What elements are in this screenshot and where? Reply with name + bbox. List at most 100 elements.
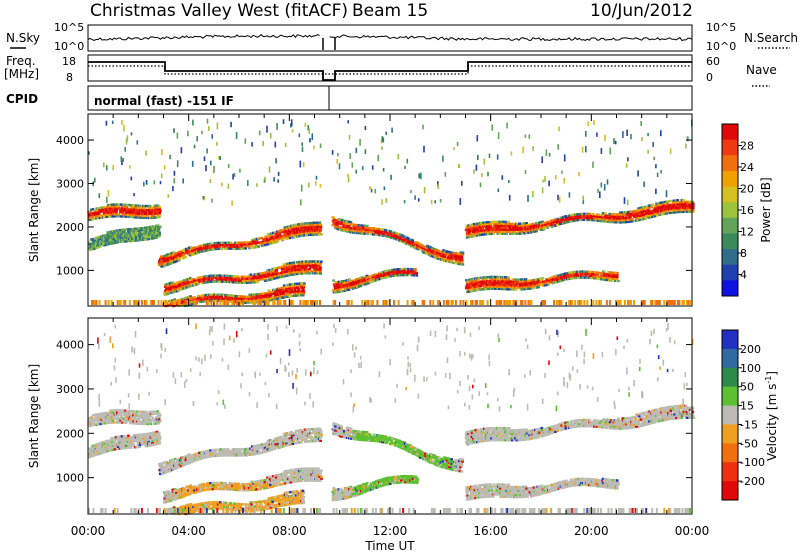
echo-cell <box>150 216 154 219</box>
echo-cell <box>609 271 613 274</box>
echo-cell <box>631 218 634 221</box>
echo-cell <box>473 287 477 290</box>
echo-cell <box>256 241 260 244</box>
echo-cell <box>493 228 497 231</box>
echo-cell <box>121 209 125 212</box>
echo-cell <box>170 259 173 263</box>
echo-cell <box>343 225 347 229</box>
echo-cell <box>274 294 277 297</box>
echo-cell <box>364 230 368 233</box>
echo-cell <box>536 223 540 227</box>
echo-cell <box>508 222 511 226</box>
echo-cell <box>339 222 343 226</box>
echo-cell <box>411 239 414 242</box>
echo-cell <box>318 231 321 234</box>
echo-cell <box>271 231 275 235</box>
echo-cell <box>155 234 159 237</box>
echo-cell <box>317 270 321 273</box>
echo-cell <box>114 211 118 214</box>
echo-cell <box>601 278 604 281</box>
echo-cell <box>527 225 531 228</box>
echo-cell <box>194 279 197 282</box>
echo-cell <box>284 235 287 239</box>
echo-cell <box>525 229 528 233</box>
echo-cell <box>285 287 288 291</box>
echo-cell <box>568 218 572 221</box>
echo-cell <box>340 221 344 224</box>
echo-cell <box>486 225 489 228</box>
echo-cell <box>183 281 186 284</box>
echo-cell <box>333 291 337 294</box>
echo-cell <box>203 281 207 284</box>
echo-cell <box>181 299 184 303</box>
echo-cell <box>502 224 505 227</box>
echo-cell <box>281 269 284 272</box>
echo-cell <box>298 228 302 232</box>
echo-cell <box>296 292 300 295</box>
echo-cell <box>597 213 601 217</box>
echo-cell <box>93 239 97 242</box>
echo-cell <box>256 293 259 296</box>
echo-cell <box>437 249 440 253</box>
echo-cell <box>603 274 606 277</box>
echo-cell <box>189 254 192 257</box>
echo-cell <box>335 286 338 290</box>
echo-cell <box>141 216 144 219</box>
echo-cell <box>106 231 109 234</box>
echo-cell <box>249 301 253 304</box>
echo-cell <box>182 287 185 290</box>
echo-cell <box>128 232 131 235</box>
echo-cell <box>110 209 114 212</box>
echo-cell <box>408 241 411 245</box>
echo-cell <box>158 208 162 211</box>
echo-cell <box>533 284 537 287</box>
echo-cell <box>392 233 395 236</box>
echo-cell <box>366 282 370 285</box>
echo-cell <box>468 278 471 282</box>
echo-cell <box>316 221 319 224</box>
echo-cell <box>509 286 512 289</box>
echo-cell <box>319 229 322 232</box>
echo-cell <box>401 234 404 238</box>
echo-cell <box>261 296 264 299</box>
echo-cell <box>200 294 204 297</box>
echo-cell <box>389 274 393 278</box>
echo-cell <box>262 292 266 295</box>
echo-cell <box>577 213 581 216</box>
echo-cell <box>337 280 341 284</box>
echo-cell <box>141 227 144 230</box>
echo-cell <box>572 213 576 216</box>
echo-cell <box>122 236 126 239</box>
echo-cell <box>364 282 368 285</box>
echo-cell <box>590 270 594 274</box>
echo-cell <box>520 228 523 231</box>
echo-cell <box>492 275 495 279</box>
echo-cell <box>167 259 170 262</box>
echo-cell <box>580 272 583 275</box>
echo-cell <box>213 280 217 283</box>
echo-cell <box>607 277 610 280</box>
echo-cell <box>444 253 448 257</box>
echo-cell <box>240 281 244 284</box>
echo-cell <box>160 265 164 268</box>
echo-cell <box>180 285 184 289</box>
echo-cell <box>196 279 199 282</box>
echo-cell <box>343 229 346 232</box>
echo-cell <box>344 281 348 284</box>
echo-cell <box>125 211 129 214</box>
echo-cell <box>470 289 474 292</box>
echo-cell <box>306 268 310 271</box>
echo-cell <box>288 225 291 228</box>
echo-cell <box>536 225 539 228</box>
echo-cell <box>387 235 391 238</box>
echo-cell <box>285 289 289 293</box>
echo-cell <box>268 293 272 296</box>
echo-cell <box>393 235 397 238</box>
echo-cell <box>571 275 575 278</box>
echo-cell <box>611 275 614 278</box>
echo-cell <box>134 239 138 242</box>
echo-cell <box>406 239 410 242</box>
echo-cell <box>482 233 486 236</box>
echo-cell <box>492 232 495 235</box>
echo-cell <box>288 287 291 290</box>
